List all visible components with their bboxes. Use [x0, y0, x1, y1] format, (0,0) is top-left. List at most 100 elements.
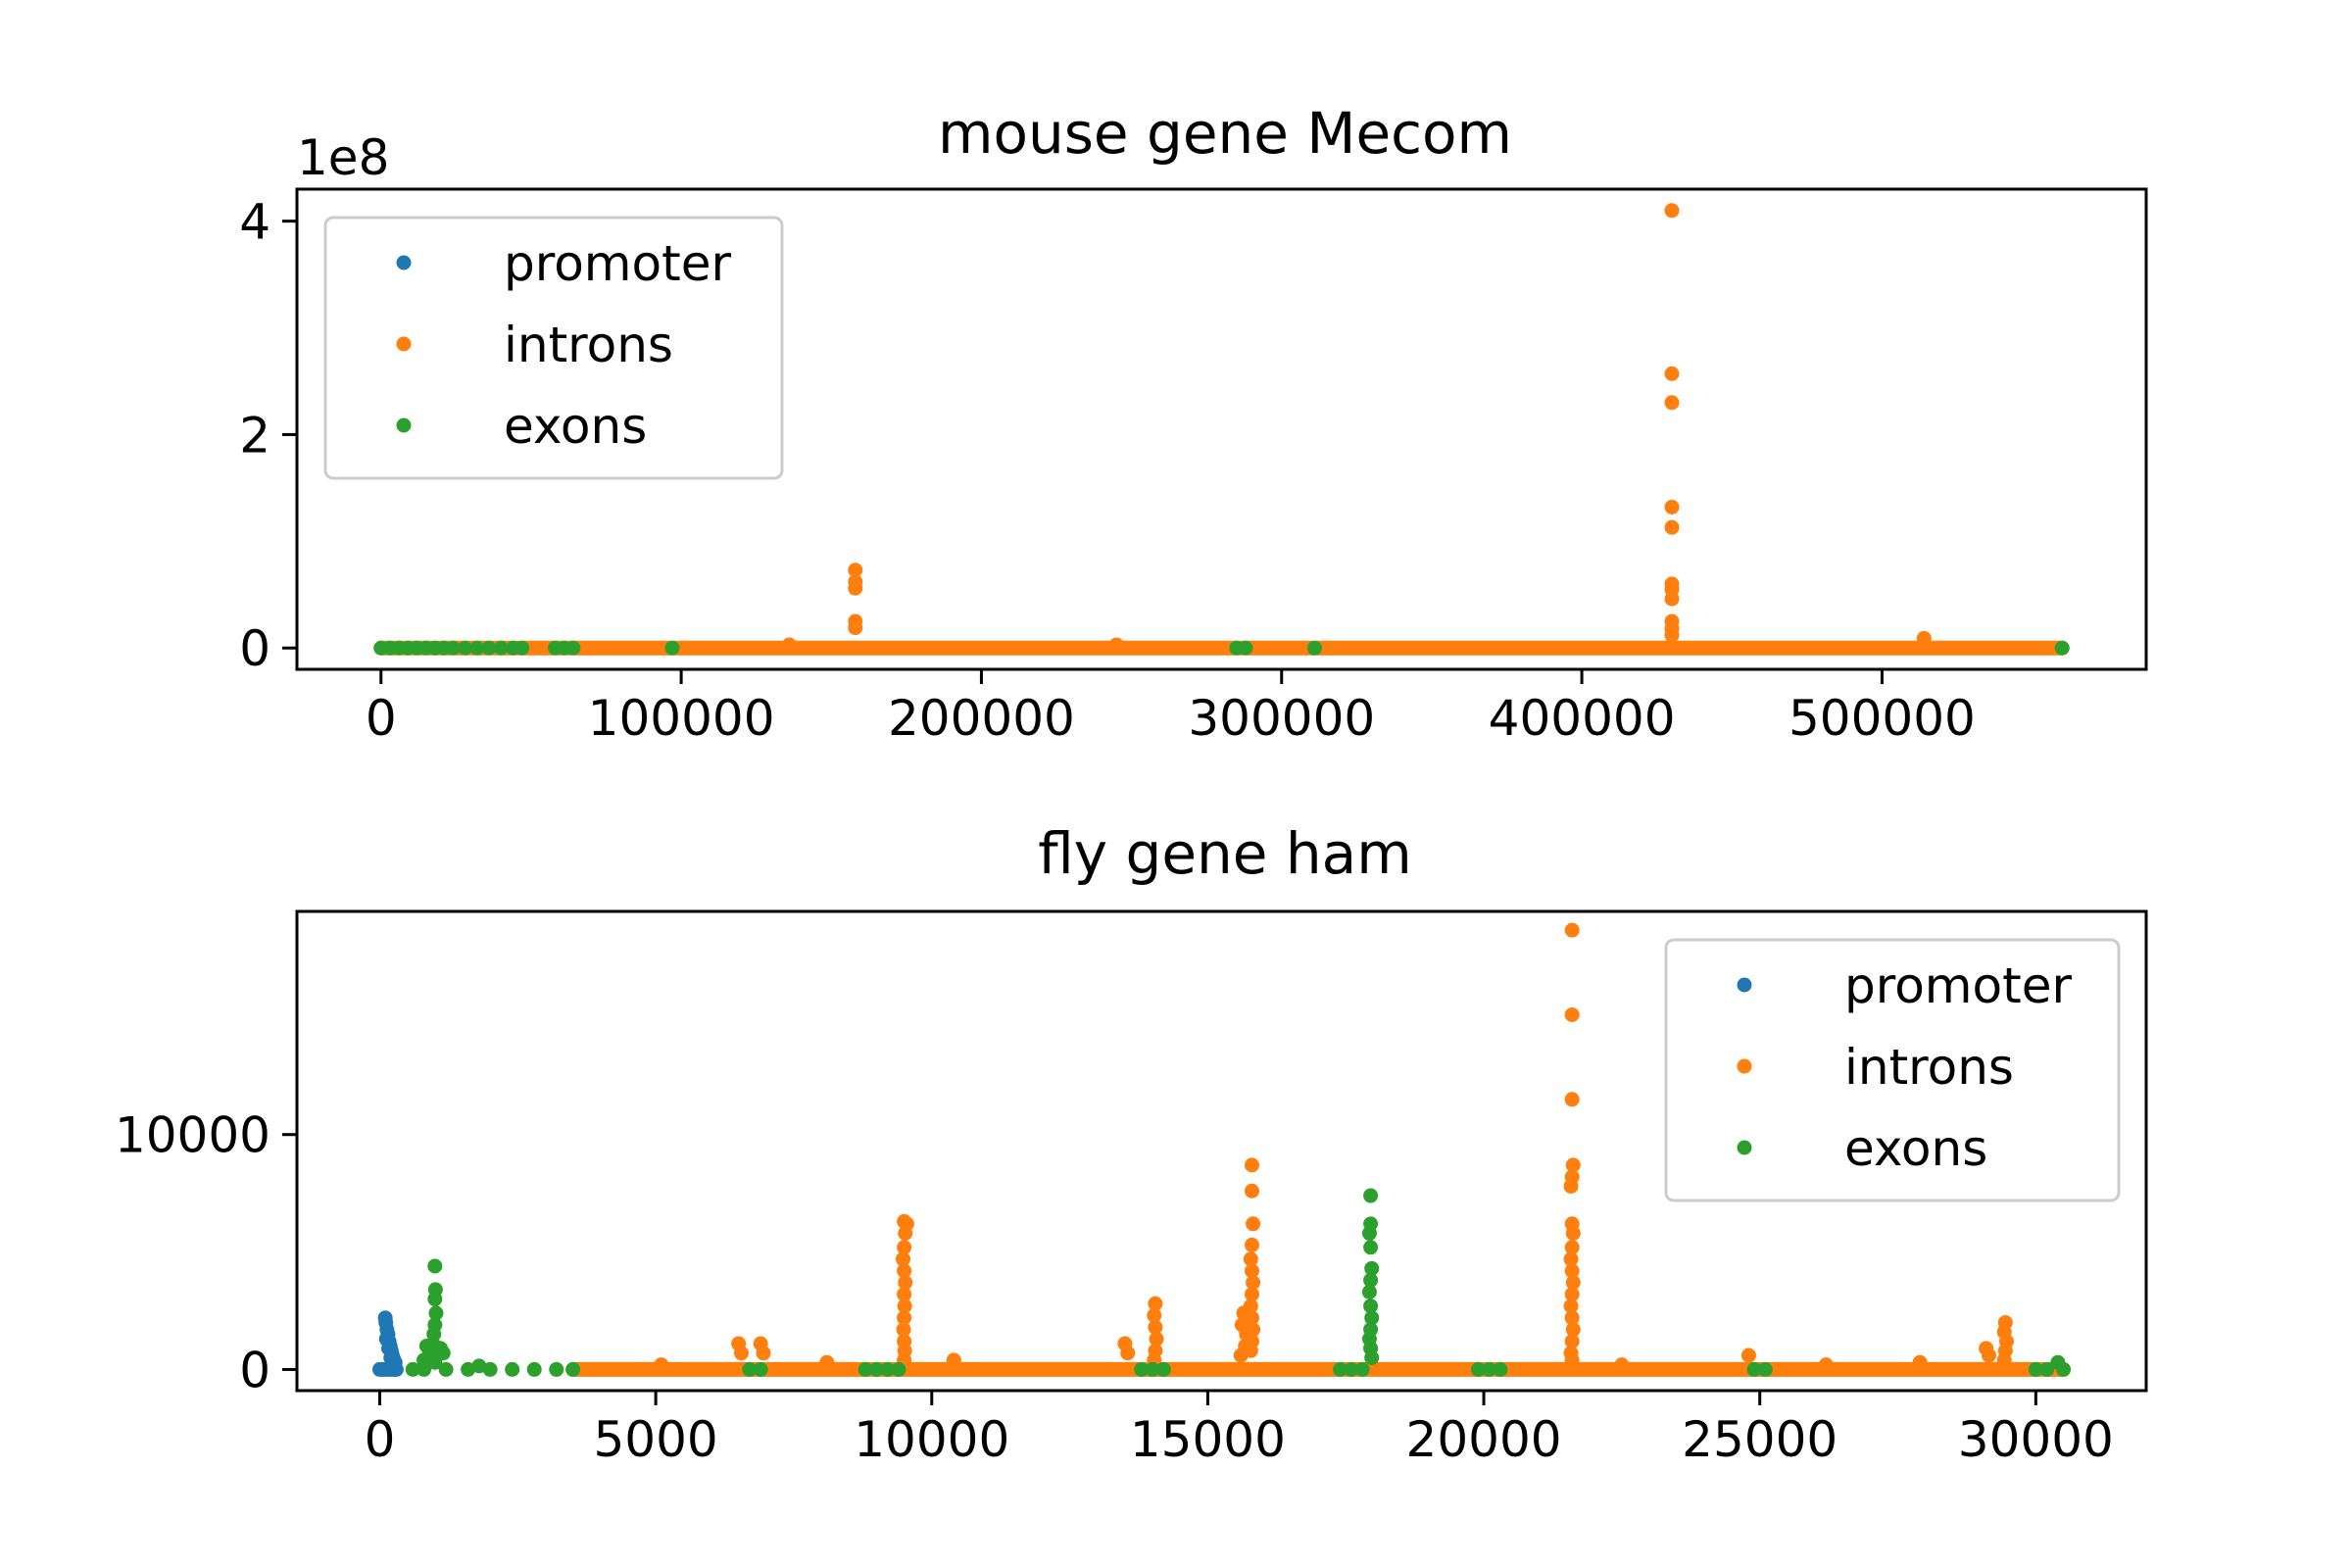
legend-label-introns: introns [504, 317, 673, 373]
data-point-introns [1148, 1296, 1163, 1311]
x-axis-ticks: 0 100000 200000 300000 400000 500000 [366, 669, 1976, 747]
data-point-introns [819, 1354, 835, 1370]
y-tick-label: 0 [239, 620, 270, 677]
data-point-introns [1564, 1092, 1580, 1107]
data-point-exons [1757, 1361, 1773, 1377]
data-point-introns [1147, 1307, 1162, 1323]
legend-label-promoter: promoter [504, 235, 731, 292]
data-point-introns [1233, 1348, 1249, 1363]
chart-title: mouse gene Mecom [938, 100, 1512, 167]
data-point-exons [753, 1361, 768, 1377]
data-point-exons [565, 1361, 581, 1377]
chart-title: fly gene ham [1038, 820, 1411, 887]
legend-label-introns: introns [1844, 1039, 2014, 1096]
data-point-introns [1565, 1225, 1581, 1241]
y-offset-label: 1e8 [297, 129, 389, 186]
data-point-introns [1244, 1157, 1259, 1173]
data-point-exons [2056, 1361, 2072, 1377]
data-point-exons [505, 1361, 520, 1377]
data-point-introns [1246, 1275, 1261, 1291]
x-tick-label: 300000 [1188, 690, 1375, 747]
series-introns [565, 922, 2072, 1377]
plot-frame [295, 187, 2148, 671]
data-point-introns [1664, 519, 1680, 535]
data-point-exons [493, 640, 509, 656]
data-point-introns [1664, 395, 1680, 411]
legend-label-promoter: promoter [1844, 957, 2072, 1014]
data-point-exons [458, 640, 473, 656]
data-point-exons [1470, 1361, 1486, 1377]
data-point-introns [1564, 1240, 1580, 1255]
series-exons [373, 640, 2070, 656]
data-point-exons [2054, 640, 2070, 656]
data-point-exons [1363, 1240, 1379, 1255]
data-point-introns [848, 563, 863, 578]
legend-marker-exons [1737, 1140, 1752, 1155]
legend-box [323, 216, 784, 480]
data-point-introns [897, 1298, 912, 1314]
data-point-introns [1564, 1310, 1580, 1326]
legend-label-exons: exons [1844, 1120, 1987, 1177]
data-point-introns [1244, 1237, 1259, 1252]
data-point-exons [438, 1361, 454, 1377]
data-point-exons [427, 1258, 443, 1274]
data-point-exons [1482, 1361, 1497, 1377]
legend-marker-promoter [1737, 977, 1752, 993]
data-point-introns [1981, 1348, 1996, 1363]
data-point-exons [1746, 1361, 1762, 1377]
x-tick-label: 100000 [588, 690, 775, 747]
data-point-introns [1996, 1352, 2012, 1368]
data-point-introns [897, 1287, 912, 1302]
chart-fly-ham: fly gene ham 0 5000 10000 15000 20000 25000 30… [115, 820, 2148, 1468]
y-tick-label: 10000 [115, 1107, 270, 1164]
series-promoter [371, 1310, 404, 1377]
data-point-introns [1236, 1305, 1251, 1321]
data-point-introns [1740, 1348, 1756, 1363]
data-point-introns [946, 1352, 961, 1368]
legend-marker-exons [396, 417, 412, 433]
x-tick-label: 200000 [888, 690, 1075, 747]
plot-frame [295, 909, 2148, 1393]
x-tick-label: 25000 [1682, 1411, 1838, 1468]
data-point-introns [1912, 1354, 1928, 1370]
data-point-exons [1364, 1260, 1380, 1276]
data-point-exons [1306, 640, 1322, 656]
data-point-exons [858, 1361, 873, 1377]
x-tick-label: 400000 [1489, 690, 1676, 747]
data-point-introns [1149, 1331, 1164, 1347]
data-point-exons [1344, 1361, 1359, 1377]
x-tick-label: 5000 [594, 1411, 718, 1468]
data-point-exons [445, 640, 461, 656]
data-point-introns [1244, 1263, 1259, 1279]
scatter-points [371, 922, 2072, 1377]
data-point-introns [1243, 1251, 1258, 1267]
data-point-introns [848, 580, 863, 596]
data-point-introns [897, 1310, 912, 1326]
data-point-exons [1364, 1349, 1380, 1365]
legend-marker-introns [396, 336, 412, 352]
x-tick-label: 0 [365, 1411, 396, 1468]
data-point-exons [565, 640, 581, 656]
data-point-exons [405, 1361, 420, 1377]
x-axis-ticks: 0 5000 10000 15000 20000 25000 30000 [365, 1391, 2114, 1468]
data-point-exons [481, 640, 497, 656]
data-point-introns [1564, 1334, 1580, 1349]
y-tick-label: 0 [239, 1342, 270, 1398]
data-point-exons [1155, 1361, 1171, 1377]
data-point-introns [1664, 591, 1680, 607]
data-point-exons [1364, 1310, 1380, 1326]
data-point-exons [426, 1326, 442, 1342]
x-tick-label: 20000 [1406, 1411, 1562, 1468]
data-point-introns [1563, 1178, 1579, 1194]
data-point-introns [1564, 1263, 1580, 1279]
data-point-exons [1354, 1361, 1370, 1377]
data-point-introns [1564, 1287, 1580, 1302]
data-point-introns [1664, 499, 1680, 514]
data-point-exons [742, 1361, 758, 1377]
data-point-exons [435, 1346, 451, 1361]
data-point-introns [1563, 1298, 1579, 1314]
data-point-exons [514, 640, 530, 656]
data-point-introns [896, 1322, 911, 1338]
legend-label-exons: exons [504, 398, 647, 455]
